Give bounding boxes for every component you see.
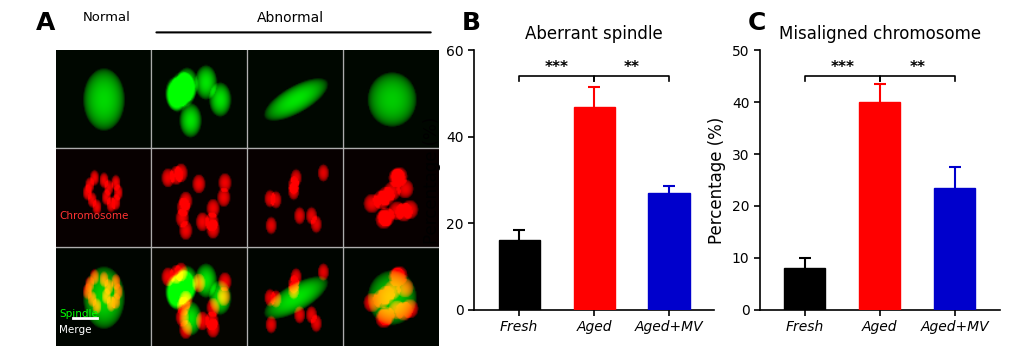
Text: Chromosome: Chromosome xyxy=(59,211,128,221)
Bar xyxy=(648,193,689,310)
Text: C: C xyxy=(747,11,765,35)
Text: Normal: Normal xyxy=(84,11,130,24)
Text: Merge: Merge xyxy=(59,325,92,335)
Text: **: ** xyxy=(908,60,924,75)
Text: A: A xyxy=(36,11,55,35)
Bar xyxy=(573,107,614,310)
Text: B: B xyxy=(462,11,481,35)
Title: Misaligned chromosome: Misaligned chromosome xyxy=(777,25,980,43)
Text: ***: *** xyxy=(544,60,569,75)
Y-axis label: Percentage (%): Percentage (%) xyxy=(422,116,440,244)
Bar xyxy=(498,240,539,310)
Title: Aberrant spindle: Aberrant spindle xyxy=(525,25,662,43)
Bar xyxy=(933,188,974,310)
Text: ***: *** xyxy=(829,60,854,75)
Bar xyxy=(858,102,900,310)
Text: **: ** xyxy=(623,60,639,75)
Bar xyxy=(784,268,824,310)
Text: Spindle: Spindle xyxy=(59,309,98,319)
Y-axis label: Percentage (%): Percentage (%) xyxy=(707,116,726,244)
Text: Abnormal: Abnormal xyxy=(257,11,324,25)
